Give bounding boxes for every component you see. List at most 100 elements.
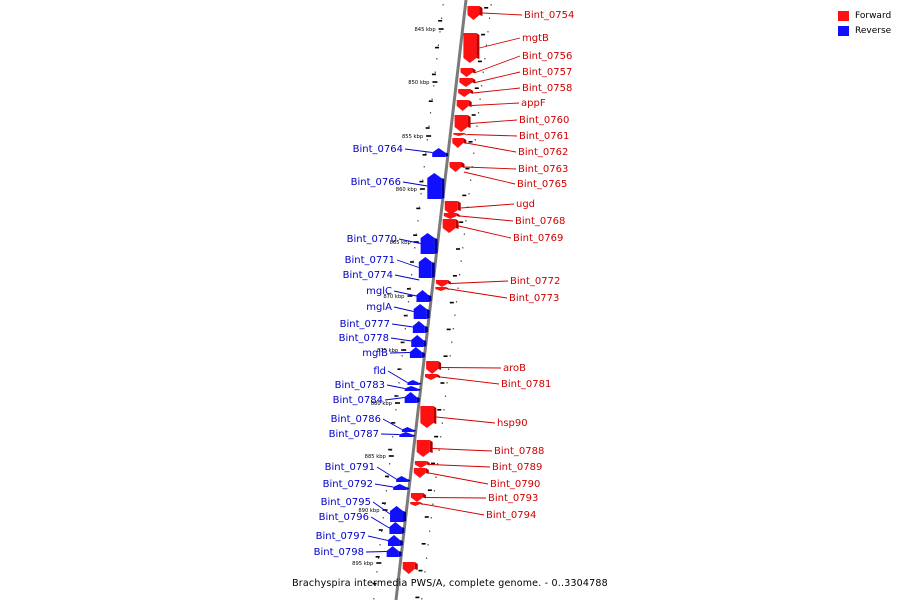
- reverse-gene[interactable]: [427, 173, 445, 199]
- gene-label[interactable]: Bint_0798: [314, 547, 364, 558]
- gene-label[interactable]: Bint_0793: [488, 493, 538, 504]
- forward-gene[interactable]: [460, 68, 476, 77]
- gene-label[interactable]: fld: [373, 366, 386, 377]
- gene-label[interactable]: Bint_0770: [347, 234, 397, 245]
- reverse-gene[interactable]: [416, 290, 432, 302]
- reverse-gene[interactable]: [407, 380, 422, 385]
- gene-label[interactable]: Bint_0754: [524, 10, 574, 21]
- reverse-gene[interactable]: [420, 233, 438, 254]
- reverse-gene[interactable]: [418, 257, 435, 278]
- gene-label[interactable]: Bint_0778: [339, 333, 389, 344]
- gene-label[interactable]: Bint_0773: [509, 293, 559, 304]
- gene-label[interactable]: Bint_0791: [325, 462, 375, 473]
- gene-body: [452, 138, 464, 148]
- gene-label[interactable]: Bint_0757: [522, 67, 572, 78]
- forward-gene[interactable]: [444, 201, 461, 215]
- gene-label[interactable]: Bint_0790: [490, 479, 540, 490]
- reverse-gene[interactable]: [396, 476, 411, 482]
- gene-shade: [399, 540, 403, 546]
- gene-label[interactable]: Bint_0761: [519, 131, 569, 142]
- forward-gene[interactable]: [442, 219, 459, 233]
- forward-gene[interactable]: [413, 468, 429, 478]
- reverse-gene[interactable]: [386, 546, 402, 557]
- reverse-track-dot: [411, 274, 413, 276]
- forward-gene[interactable]: [416, 440, 433, 457]
- gene-label[interactable]: Bint_0760: [519, 115, 569, 126]
- reverse-track-dot: [384, 503, 386, 505]
- forward-gene[interactable]: [463, 33, 480, 63]
- forward-gene[interactable]: [449, 162, 465, 172]
- gene-body: [463, 33, 477, 63]
- gene-label[interactable]: Bint_0797: [316, 531, 366, 542]
- reverse-gene[interactable]: [399, 432, 416, 437]
- gene-label[interactable]: Bint_0764: [353, 144, 403, 155]
- reverse-gene[interactable]: [387, 535, 403, 546]
- gene-label[interactable]: mglC: [366, 286, 392, 297]
- gene-label[interactable]: Bint_0795: [321, 497, 371, 508]
- gene-label[interactable]: mglB: [362, 348, 388, 359]
- forward-gene[interactable]: [453, 133, 468, 136]
- gene-label[interactable]: Bint_0786: [331, 414, 381, 425]
- forward-gene[interactable]: [456, 100, 472, 111]
- gene-label[interactable]: mgtB: [522, 33, 549, 44]
- forward-gene[interactable]: [435, 280, 451, 287]
- reverse-gene[interactable]: [393, 484, 410, 490]
- gene-shade: [470, 89, 474, 94]
- reverse-gene[interactable]: [411, 335, 427, 347]
- gene-label[interactable]: Bint_0777: [340, 319, 390, 330]
- reverse-gene[interactable]: [409, 347, 425, 358]
- gene-label[interactable]: Bint_0772: [510, 276, 560, 287]
- tick-label: 885 kbp: [365, 454, 387, 460]
- forward-gene[interactable]: [414, 461, 430, 468]
- forward-gene[interactable]: [454, 115, 471, 132]
- forward-gene[interactable]: [443, 213, 460, 219]
- legend-label-forward: Forward: [855, 10, 892, 21]
- gene-label[interactable]: Bint_0796: [319, 512, 369, 523]
- gene-label[interactable]: Bint_0768: [515, 216, 565, 227]
- forward-gene[interactable]: [458, 89, 474, 97]
- forward-gene[interactable]: [402, 562, 418, 574]
- reverse-gene[interactable]: [390, 506, 407, 522]
- gene-label[interactable]: mglA: [366, 302, 392, 313]
- gene-label[interactable]: appF: [521, 98, 546, 109]
- gene-label[interactable]: Bint_0781: [501, 379, 551, 390]
- gene-label[interactable]: Bint_0792: [323, 479, 373, 490]
- forward-gene[interactable]: [459, 78, 476, 87]
- gene-label[interactable]: Bint_0769: [513, 233, 563, 244]
- gene-label[interactable]: Bint_0787: [329, 429, 379, 440]
- gene-label[interactable]: aroB: [503, 363, 526, 374]
- gene-body: [467, 6, 480, 20]
- gene-label[interactable]: Bint_0756: [522, 51, 572, 62]
- forward-gene[interactable]: [435, 287, 450, 291]
- gene-label[interactable]: Bint_0765: [517, 179, 567, 190]
- forward-gene[interactable]: [420, 406, 437, 428]
- gene-label[interactable]: Bint_0788: [494, 446, 544, 457]
- legend-item-forward[interactable]: Forward: [838, 8, 898, 23]
- gene-label[interactable]: Bint_0766: [351, 177, 401, 188]
- gene-label[interactable]: Bint_0794: [486, 510, 536, 521]
- forward-gene[interactable]: [425, 374, 441, 380]
- reverse-gene[interactable]: [412, 321, 428, 333]
- reverse-gene[interactable]: [432, 148, 449, 157]
- gene-label[interactable]: ugd: [516, 199, 535, 210]
- reverse-gene[interactable]: [404, 392, 420, 403]
- reverse-gene[interactable]: [404, 386, 421, 391]
- gene-label[interactable]: hsp90: [497, 418, 528, 429]
- reverse-gene[interactable]: [401, 427, 416, 432]
- forward-gene[interactable]: [467, 6, 483, 20]
- gene-label[interactable]: Bint_0763: [518, 164, 568, 175]
- forward-gene[interactable]: [426, 361, 442, 374]
- forward-gene[interactable]: [410, 493, 426, 502]
- gene-label[interactable]: Bint_0774: [343, 270, 393, 281]
- forward-gene[interactable]: [452, 138, 467, 148]
- gene-label[interactable]: Bint_0762: [518, 147, 568, 158]
- reverse-gene[interactable]: [413, 304, 430, 319]
- gene-label[interactable]: Bint_0758: [522, 83, 572, 94]
- gene-label[interactable]: Bint_0789: [492, 462, 542, 473]
- gene-label[interactable]: Bint_0771: [345, 255, 395, 266]
- forward-gene[interactable]: [410, 502, 424, 506]
- legend-item-reverse[interactable]: Reverse: [838, 23, 898, 38]
- gene-label[interactable]: Bint_0783: [335, 380, 385, 391]
- reverse-gene[interactable]: [389, 522, 405, 534]
- gene-label[interactable]: Bint_0784: [333, 395, 383, 406]
